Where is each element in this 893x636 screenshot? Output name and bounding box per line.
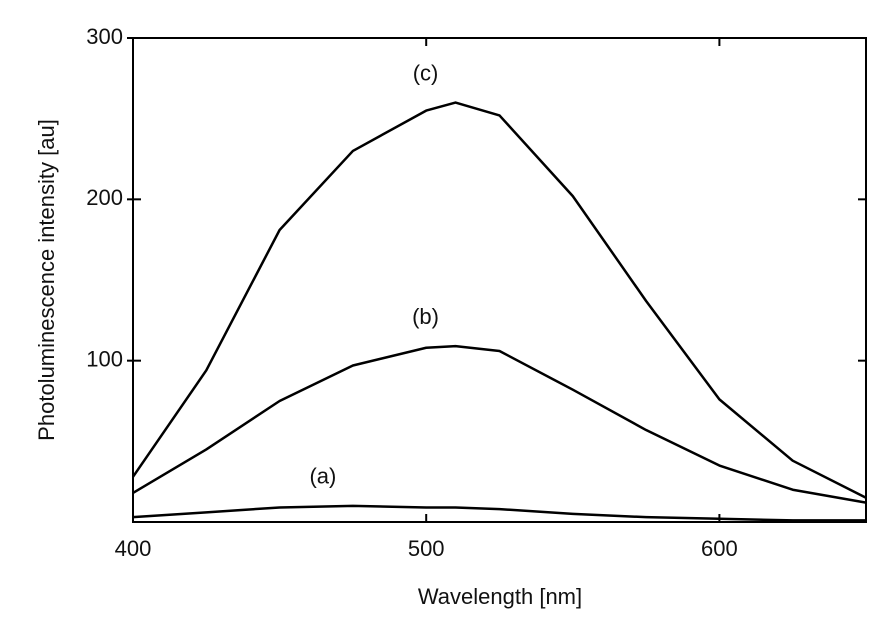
series-line (132, 344, 867, 504)
series-label: (a) (309, 464, 336, 489)
x-tick-label: 600 (701, 536, 738, 561)
x-tick-label: 500 (408, 536, 445, 561)
y-tick-label: 200 (86, 185, 123, 210)
y-axis-label: Photoluminescence intensity [au] (34, 119, 59, 441)
series-line (132, 504, 866, 522)
x-tick-label: 400 (115, 536, 152, 561)
x-axis-label: Wavelength [nm] (418, 584, 582, 609)
series-line (131, 101, 867, 499)
plot-frame (132, 37, 867, 523)
series-label: (c) (413, 60, 439, 85)
series-label: (b) (412, 304, 439, 329)
y-tick-label: 300 (86, 24, 123, 49)
y-tick-label: 100 (86, 346, 123, 371)
